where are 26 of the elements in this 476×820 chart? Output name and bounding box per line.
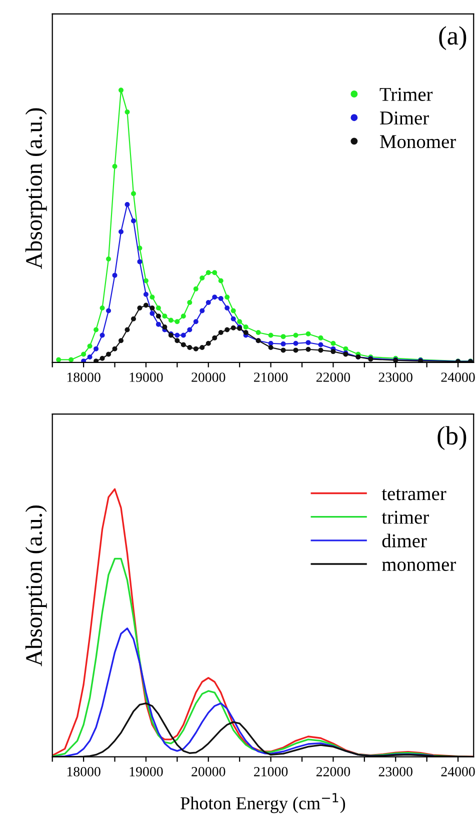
- text: (b): [438, 426, 466, 450]
- x-tick-label: 18000: [67, 372, 100, 382]
- x-tick-label: 20000: [192, 766, 226, 776]
- x-tick-label: 20000: [192, 372, 226, 382]
- legend-label: trimer: [382, 510, 429, 524]
- x-tick-label: 24000: [441, 372, 475, 382]
- x-tick-label: 21000: [254, 766, 288, 776]
- legend-label: monomer: [382, 562, 456, 571]
- y-axis-title: Absorption (a.u.): [25, 506, 47, 666]
- x-tick-label: 19000: [130, 372, 163, 382]
- legend-label: Trimer: [380, 88, 433, 102]
- x-tick-label: 21000: [254, 372, 288, 382]
- x-tick-label: 22000: [316, 766, 350, 776]
- y-axis-title: Absorption (a.u.): [25, 108, 47, 269]
- x-tick-label: 19000: [130, 766, 163, 776]
- x-tick-label: 18000: [67, 766, 100, 776]
- x-tick-label: 23000: [378, 766, 412, 776]
- text: (a): [439, 26, 466, 50]
- legend-label: Dimer: [380, 112, 429, 125]
- legend-label: dimer: [382, 534, 427, 548]
- x-tick-label: 24000: [441, 766, 475, 776]
- legend-label: Monomer: [380, 135, 456, 148]
- legend-label: tetramer: [382, 489, 446, 500]
- x-tick-label: 23000: [378, 372, 412, 382]
- x-tick-label: 22000: [316, 372, 350, 382]
- x-axis-title: Photon Energy (cm$^{−1}$): [180, 793, 346, 814]
